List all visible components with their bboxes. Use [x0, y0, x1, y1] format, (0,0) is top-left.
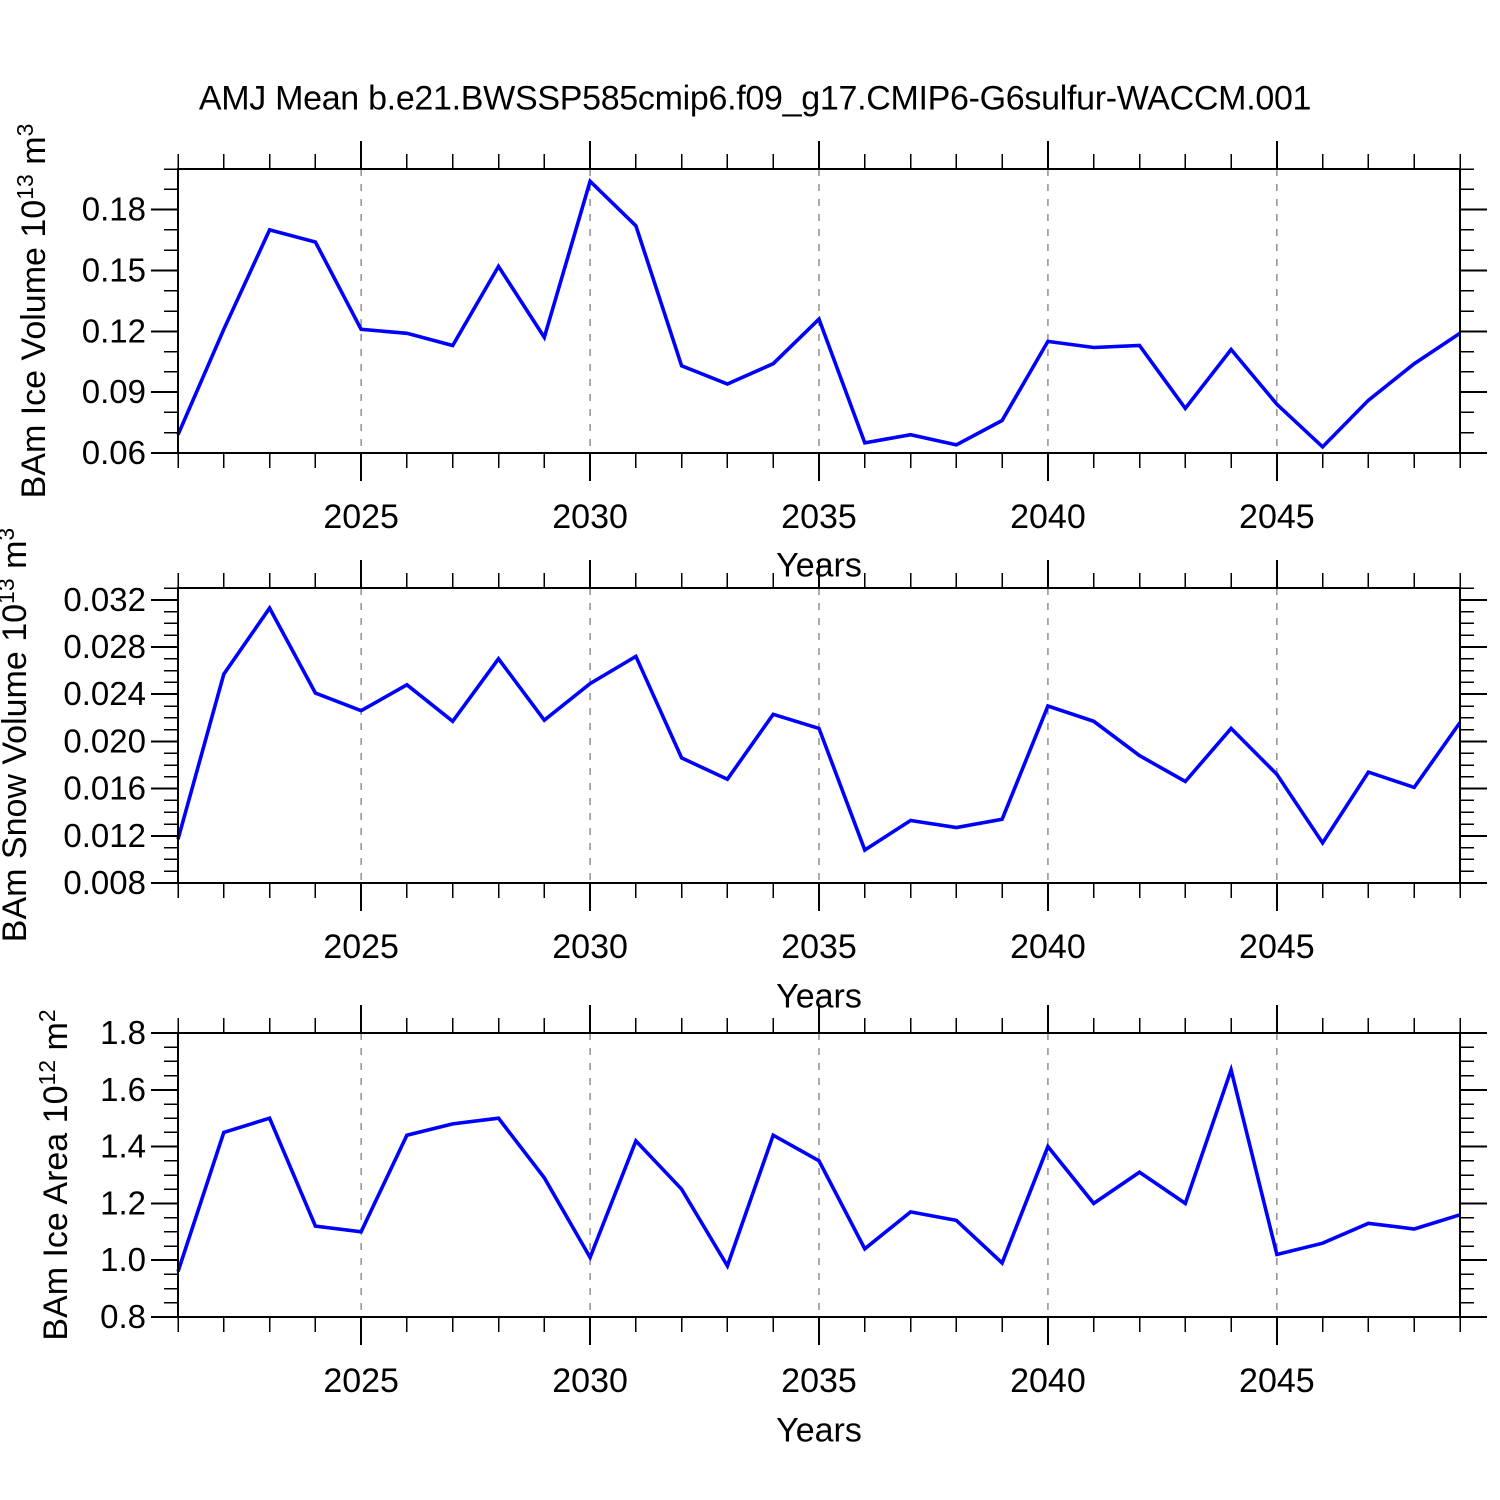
x-tick-label-2045: 2045: [1239, 1362, 1315, 1400]
y-tick-label-1.4: 1.4: [100, 1128, 146, 1165]
x-tick-label-2035: 2035: [781, 498, 857, 536]
gridlines: [360, 588, 1278, 883]
ylabel-unit-exponent: 2: [34, 1009, 60, 1023]
ylabel-unit-exponent: 3: [0, 528, 19, 541]
y-tick-label-0.8: 0.8: [100, 1298, 146, 1335]
ylabel-text: BAm Ice Area 10: [37, 1085, 75, 1341]
y-tick-label-1.2: 1.2: [100, 1184, 146, 1221]
y-tick-label-0.020: 0.020: [63, 722, 146, 759]
axis-ticks: [151, 1005, 1487, 1345]
y-axis-label-snow-volume: BAm Snow Volume 1013 m3: [0, 528, 35, 942]
ylabel-exponent: 13: [12, 174, 38, 200]
y-tick-label-0.18: 0.18: [82, 191, 146, 228]
x-axis-label-panel2: Years: [776, 977, 862, 1016]
y-tick-label-0.008: 0.008: [63, 864, 146, 901]
ylabel-unit-exponent: 3: [12, 123, 38, 137]
ylabel-text: BAm Snow Volume 10: [0, 603, 34, 943]
data-line-bam-ice-area: [176, 1063, 1461, 1273]
x-tick-label-2040: 2040: [1010, 498, 1086, 536]
x-tick-label-2025: 2025: [323, 928, 399, 966]
y-tick-label-0.12: 0.12: [82, 312, 146, 349]
x-tick-label-2040: 2040: [1010, 1362, 1086, 1400]
ylabel-unit: m: [37, 1022, 75, 1060]
gridlines: [360, 1033, 1278, 1317]
ylabel-unit: m: [0, 541, 34, 579]
x-tick-label-2035: 2035: [781, 928, 857, 966]
y-tick-label-1.6: 1.6: [100, 1071, 146, 1108]
y-tick-label-0.016: 0.016: [63, 770, 146, 807]
x-tick-label-2025: 2025: [323, 498, 399, 536]
plot-frame: [177, 587, 1461, 884]
y-axis-label-ice-volume: BAm Ice Volume 1013 m3: [12, 124, 54, 499]
panel-bam-ice-volume: 2025 2030 2035 2040 2045 0.06 0.09 0.12 0.15 0.18: [82, 141, 1487, 536]
x-tick-label-2025: 2025: [323, 1362, 399, 1400]
y-tick-label-0.06: 0.06: [82, 434, 146, 471]
axis-ticks: [151, 560, 1487, 911]
axis-tick-labels: 2025 2030 2035 2040 2045 0.8 1.0 1.2 1.4 1.6 1.8: [100, 1014, 1315, 1400]
data-line-bam-ice-volume: [176, 177, 1461, 450]
chart-title: AMJ Mean b.e21.BWSSP585cmip6.f09_g17.CMI…: [198, 79, 1312, 118]
x-axis-label-panel3: Years: [776, 1411, 862, 1450]
x-tick-label-2045: 2045: [1239, 498, 1315, 536]
y-tick-label-0.09: 0.09: [82, 373, 146, 410]
y-axis-label-ice-area: BAm Ice Area 1012 m2: [34, 1009, 76, 1340]
y-tick-label-0.15: 0.15: [82, 251, 146, 288]
ylabel-unit: m: [15, 136, 53, 175]
panel-bam-snow-volume: 2025 2030 2035 2040 2045 0.008 0.012 0.016 0.020…: [63, 560, 1487, 966]
x-tick-label-2035: 2035: [781, 1362, 857, 1400]
x-axis-label-panel1: Years: [776, 546, 862, 585]
gridlines: [360, 169, 1278, 453]
axis-ticks: [151, 141, 1487, 481]
axis-tick-labels: 2025 2030 2035 2040 2045 0.008 0.012 0.016 0.020…: [63, 581, 1314, 966]
y-tick-label-0.028: 0.028: [63, 628, 146, 665]
x-tick-label-2040: 2040: [1010, 928, 1086, 966]
data-line-bam-snow-volume: [176, 604, 1462, 853]
x-tick-label-2030: 2030: [552, 498, 628, 536]
x-tick-label-2045: 2045: [1239, 928, 1315, 966]
y-tick-label-1.0: 1.0: [100, 1241, 146, 1278]
panel-bam-ice-area: 2025 2030 2035 2040 2045 0.8 1.0 1.2 1.4 1.6 1.8: [100, 1005, 1487, 1400]
ylabel-exponent: 13: [0, 578, 19, 604]
axis-tick-labels: 2025 2030 2035 2040 2045 0.06 0.09 0.12 0.15 0.18: [82, 191, 1315, 536]
ylabel-exponent: 12: [34, 1059, 60, 1086]
ylabel-text: BAm Ice Volume 10: [15, 199, 53, 499]
y-tick-label-0.024: 0.024: [63, 675, 146, 712]
x-tick-label-2030: 2030: [552, 1362, 628, 1400]
y-tick-label-1.8: 1.8: [100, 1014, 146, 1051]
x-tick-label-2030: 2030: [552, 928, 628, 966]
y-tick-label-0.032: 0.032: [63, 581, 146, 618]
y-tick-label-0.012: 0.012: [63, 817, 146, 854]
